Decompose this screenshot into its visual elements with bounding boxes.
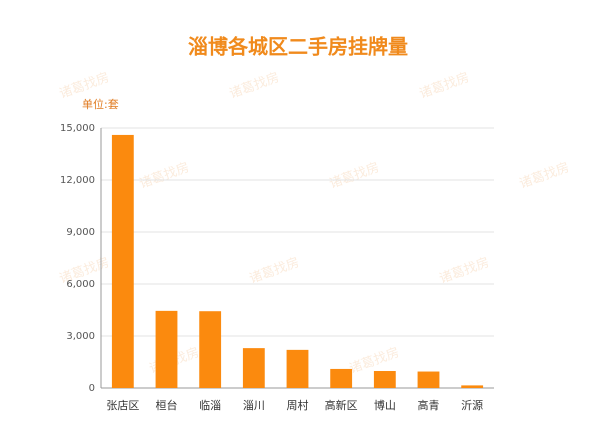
- y-tick-label: 12,000: [60, 175, 95, 186]
- watermark: 诸葛找房: [227, 69, 281, 102]
- bar: [286, 349, 309, 388]
- y-tick-label: 15,000: [60, 123, 95, 134]
- x-tick-label: 桓台: [156, 398, 178, 412]
- chart-title: 淄博各城区二手房挂牌量: [188, 35, 408, 59]
- y-tick-label: 6,000: [66, 279, 95, 290]
- x-tick-label: 博山: [374, 399, 396, 412]
- bar: [373, 371, 396, 388]
- x-tick-label: 临淄: [199, 398, 221, 412]
- watermark: 诸葛找房: [517, 159, 571, 192]
- x-tick-label: 高新区: [325, 398, 358, 412]
- x-tick-label: 淄川: [243, 399, 265, 412]
- bar: [417, 371, 440, 388]
- watermark: 诸葛找房: [437, 254, 491, 287]
- bar: [330, 368, 353, 388]
- watermark: 诸葛找房: [327, 159, 381, 192]
- bar: [199, 311, 222, 388]
- x-tick-label: 沂源: [461, 398, 483, 412]
- bar: [461, 385, 484, 388]
- x-tick-label: 张店区: [106, 398, 139, 412]
- bar: [155, 310, 178, 388]
- bar: [111, 134, 134, 388]
- watermark: 诸葛找房: [137, 159, 191, 192]
- y-tick-label: 9,000: [66, 227, 95, 238]
- x-tick-label: 高青: [418, 398, 440, 412]
- x-tick-label: 周村: [287, 398, 309, 412]
- watermark: 诸葛找房: [247, 254, 301, 287]
- watermark: 诸葛找房: [417, 69, 471, 102]
- y-axis-label: 单位:套: [82, 97, 119, 111]
- bar: [242, 348, 265, 388]
- y-tick-label: 0: [89, 383, 95, 394]
- y-tick-label: 3,000: [66, 331, 95, 342]
